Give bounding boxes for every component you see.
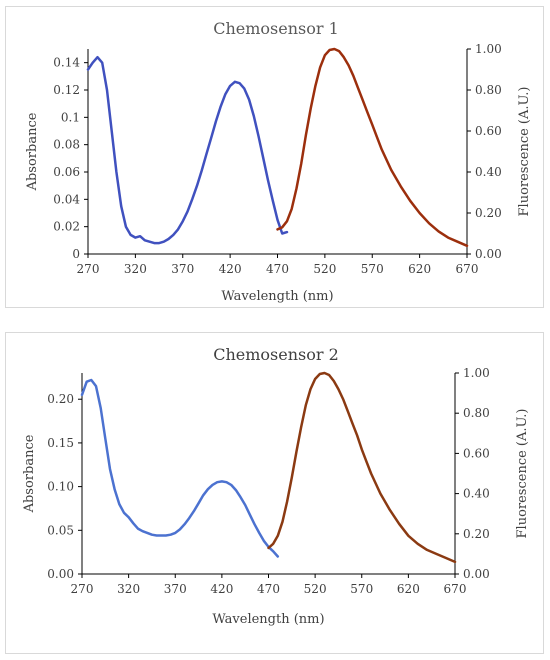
x-tick-label: 620	[397, 582, 420, 596]
left-y-tick-label: 0.00	[47, 567, 74, 581]
left-y-tick-label: 0.20	[47, 392, 74, 406]
right-y-tick-label: 0.40	[475, 165, 502, 179]
left-y-tick-label: 0.14	[53, 56, 80, 70]
x-tick-label: 470	[266, 262, 289, 276]
x-tick-label: 570	[361, 262, 384, 276]
x-tick-label: 320	[124, 262, 147, 276]
right-y-tick-label: 0.00	[463, 567, 490, 581]
left-y-tick-label: 0.06	[53, 165, 80, 179]
right-y-tick-label: 0.80	[475, 83, 502, 97]
fluorescence-series-line	[276, 47, 469, 248]
left-y-tick-label: 0.02	[53, 220, 80, 234]
x-tick-label: 570	[350, 582, 373, 596]
right-y-tick-label: 0.60	[475, 124, 502, 138]
x-tick-label: 620	[408, 262, 431, 276]
x-tick-label: 520	[313, 262, 336, 276]
right-y-tick-label: 1.00	[475, 42, 502, 56]
left-y-tick-label: 0.1	[61, 110, 80, 124]
chart-1-svg: Chemosensor 1 270 320 370 420 470 520 570 620 670…	[25, 19, 532, 304]
right-y-tick-label: 0.00	[475, 247, 502, 261]
x-axis-title: Wavelength (nm)	[221, 289, 333, 304]
fluorescence-series-line	[267, 371, 457, 564]
right-y-tick-label: 0.80	[463, 406, 490, 420]
left-y-tick-label: 0	[72, 247, 80, 261]
left-y-tick-label: 0.04	[53, 192, 80, 206]
right-y-tick-label: 0.20	[475, 206, 502, 220]
x-tick-label: 420	[210, 582, 233, 596]
chart-title: Chemosensor 2	[213, 345, 339, 364]
x-tick-label: 670	[444, 582, 467, 596]
x-tick-label: 370	[171, 262, 194, 276]
x-tick-label: 520	[304, 582, 327, 596]
left-y-tick-label: 0.15	[47, 436, 74, 450]
chart-title: Chemosensor 1	[213, 19, 339, 38]
x-tick-label: 420	[219, 262, 242, 276]
x-tick-label: 270	[77, 262, 100, 276]
right-y-tick-label: 0.20	[463, 527, 490, 541]
right-y-tick-label: 0.60	[463, 446, 490, 460]
right-y-axis-title: Fluorescence (A.U.)	[517, 87, 532, 217]
left-y-axis-title: Absorbance	[22, 434, 37, 513]
right-y-tick-label: 0.40	[463, 487, 490, 501]
absorbance-series-line	[80, 378, 280, 558]
left-y-tick-label: 0.10	[47, 480, 74, 494]
right-y-axis-title: Fluorescence (A.U.)	[515, 409, 530, 539]
left-y-tick-label: 0.05	[47, 523, 74, 537]
x-tick-label: 270	[71, 582, 94, 596]
x-tick-label: 320	[117, 582, 140, 596]
absorbance-series-line	[86, 55, 289, 245]
right-y-tick-label: 1.00	[463, 366, 490, 380]
x-tick-label: 470	[257, 582, 280, 596]
x-axis-title: Wavelength (nm)	[212, 612, 324, 627]
chart-panel-chemosensor-1: Chemosensor 1 270 320 370 420 470 520 570 620 670…	[5, 6, 544, 308]
x-tick-label: 670	[456, 262, 479, 276]
left-y-tick-label: 0.12	[53, 83, 80, 97]
left-y-tick-label: 0.08	[53, 138, 80, 152]
chart-panel-chemosensor-2: Chemosensor 2 270 320 370 420 470 520 570 620 670…	[5, 332, 544, 654]
chart-2-svg: Chemosensor 2 270 320 370 420 470 520 570 620 670…	[22, 345, 530, 627]
x-tick-label: 370	[164, 582, 187, 596]
left-y-axis-title: Absorbance	[25, 112, 40, 191]
